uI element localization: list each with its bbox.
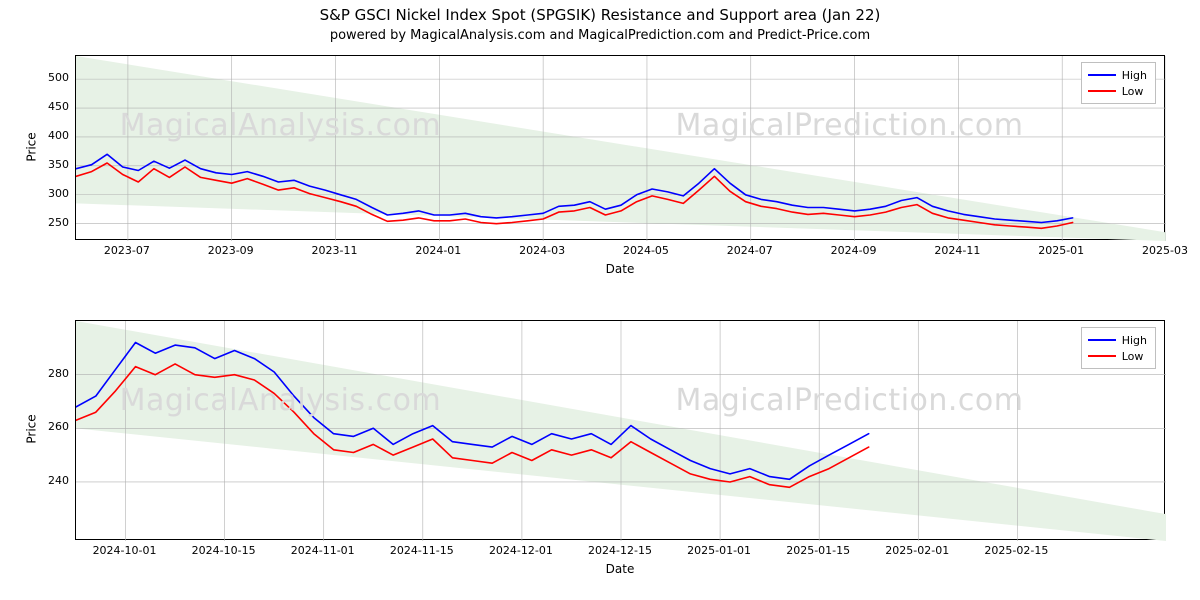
- legend-item: High: [1088, 332, 1147, 348]
- y-axis-label: Price: [25, 132, 39, 161]
- x-tick-label: 2024-11: [917, 244, 997, 257]
- x-tick-label: 2024-12-15: [580, 544, 660, 557]
- x-tick-label: 2025-01-15: [778, 544, 858, 557]
- y-tick-label: 400: [48, 129, 69, 142]
- x-tick-label: 2024-11-01: [283, 544, 363, 557]
- x-tick-label: 2024-01: [398, 244, 478, 257]
- x-axis-label: Date: [570, 262, 670, 276]
- x-tick-label: 2023-11: [295, 244, 375, 257]
- x-tick-label: 2024-12-01: [481, 544, 561, 557]
- legend-swatch: [1088, 90, 1116, 92]
- legend: High Low: [1081, 62, 1156, 104]
- x-tick-label: 2025-02-01: [877, 544, 957, 557]
- legend-label: Low: [1122, 350, 1144, 363]
- legend-swatch: [1088, 339, 1116, 341]
- y-axis-label: Price: [25, 414, 39, 443]
- legend-item: Low: [1088, 348, 1147, 364]
- legend-swatch: [1088, 74, 1116, 76]
- figure: S&P GSCI Nickel Index Spot (SPGSIK) Resi…: [0, 0, 1200, 600]
- legend-item: Low: [1088, 83, 1147, 99]
- x-tick-label: 2024-11-15: [382, 544, 462, 557]
- legend-swatch: [1088, 355, 1116, 357]
- legend-label: High: [1122, 334, 1147, 347]
- x-tick-label: 2024-05: [606, 244, 686, 257]
- y-tick-label: 350: [48, 158, 69, 171]
- x-tick-label: 2025-01-01: [679, 544, 759, 557]
- x-tick-label: 2024-10-15: [184, 544, 264, 557]
- y-tick-label: 280: [48, 367, 69, 380]
- x-tick-label: 2025-03: [1125, 244, 1200, 257]
- legend-label: High: [1122, 69, 1147, 82]
- x-tick-label: 2024-03: [502, 244, 582, 257]
- chart-title: S&P GSCI Nickel Index Spot (SPGSIK) Resi…: [0, 6, 1200, 24]
- legend-item: High: [1088, 67, 1147, 83]
- y-tick-label: 450: [48, 100, 69, 113]
- bottom-chart-svg: [76, 321, 1166, 541]
- x-tick-label: 2023-07: [87, 244, 167, 257]
- x-tick-label: 2025-02-15: [976, 544, 1056, 557]
- x-tick-label: 2025-01: [1021, 244, 1101, 257]
- x-tick-label: 2024-07: [710, 244, 790, 257]
- top-chart-svg: [76, 56, 1166, 241]
- x-tick-label: 2024-10-01: [85, 544, 165, 557]
- x-tick-label: 2024-09: [814, 244, 894, 257]
- y-tick-label: 500: [48, 71, 69, 84]
- y-tick-label: 240: [48, 474, 69, 487]
- legend-label: Low: [1122, 85, 1144, 98]
- chart-subtitle: powered by MagicalAnalysis.com and Magic…: [0, 28, 1200, 43]
- top-chart-panel: MagicalAnalysis.com MagicalPrediction.co…: [75, 55, 1165, 240]
- x-tick-label: 2023-09: [191, 244, 271, 257]
- x-axis-label: Date: [570, 562, 670, 576]
- y-tick-label: 300: [48, 187, 69, 200]
- bottom-chart-panel: MagicalAnalysis.com MagicalPrediction.co…: [75, 320, 1165, 540]
- legend: High Low: [1081, 327, 1156, 369]
- y-tick-label: 260: [48, 420, 69, 433]
- y-tick-label: 250: [48, 216, 69, 229]
